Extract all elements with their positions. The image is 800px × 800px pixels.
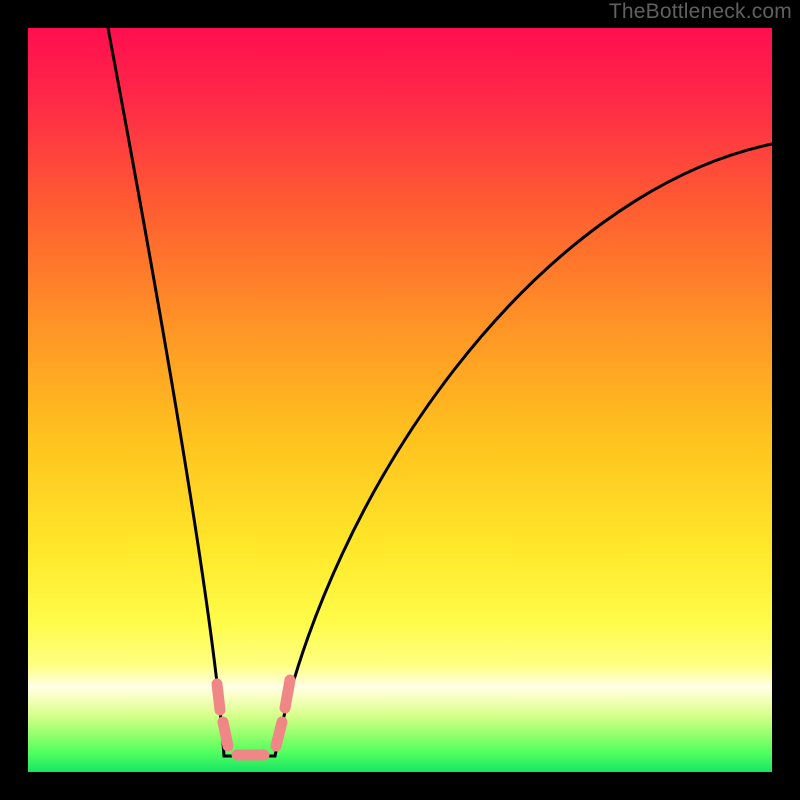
chart-root: TheBottleneck.com: [0, 0, 800, 800]
marker-capsule: [285, 680, 290, 708]
marker-capsule: [217, 684, 220, 710]
chart-svg: [0, 0, 800, 800]
marker-capsule: [223, 722, 228, 746]
plot-background: [28, 28, 772, 772]
marker-capsule: [276, 722, 282, 746]
